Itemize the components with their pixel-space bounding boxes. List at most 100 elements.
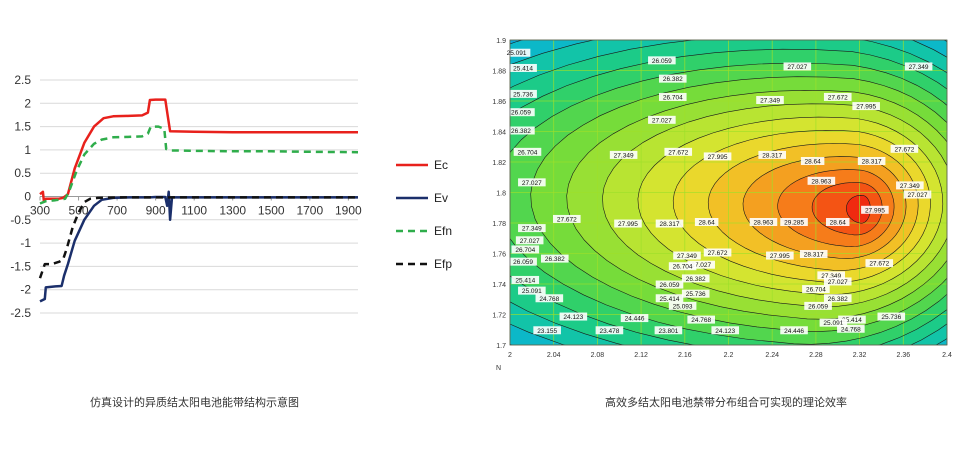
contour-axes: 1.9 1.88 1.86 1.84 1.82 1.8 1.78 1.76 1.74 1.72 1.… bbox=[492, 38, 952, 372]
contour-label-bg bbox=[807, 176, 836, 185]
x-tick-label: 2.12 bbox=[634, 352, 648, 359]
contour-value-label: 26.704 bbox=[511, 245, 540, 254]
contour-label-text: 28.64 bbox=[804, 159, 821, 166]
x-tick-label: 2.04 bbox=[547, 352, 561, 359]
contour-label-bg bbox=[664, 147, 693, 156]
right-figure-caption: 高效多结太阳电池禁带分布组合可实现的理论效率 bbox=[605, 397, 847, 409]
contour-label-text: 27.672 bbox=[869, 261, 889, 268]
contour-label-text: 26.704 bbox=[515, 247, 535, 254]
contour-line bbox=[602, 103, 947, 308]
contour-value-label: 25.091 bbox=[502, 48, 531, 57]
contour-label-text: 25.091 bbox=[522, 288, 542, 295]
chart-legend: Ec Ev Efn Efp bbox=[396, 158, 452, 271]
y-tick-label: 2 bbox=[24, 96, 31, 110]
contour-label-text: 23.801 bbox=[658, 328, 678, 335]
x-tick-label: 1500 bbox=[258, 204, 285, 218]
series-lines bbox=[38, 98, 359, 303]
contour-label-bg bbox=[896, 181, 924, 190]
contour-value-label: 24.446 bbox=[780, 326, 808, 335]
contour-label-text: 25.736 bbox=[513, 91, 533, 98]
contour-label-text: 27.995 bbox=[618, 221, 638, 228]
contour-label-text: 27.027 bbox=[908, 192, 928, 199]
contour-label-bg bbox=[749, 218, 778, 226]
contour-label-bg bbox=[823, 294, 852, 303]
contour-value-label: 26.382 bbox=[823, 294, 852, 303]
contour-label-bg bbox=[515, 236, 544, 245]
contour-line bbox=[846, 194, 871, 224]
contour-label-bg bbox=[658, 74, 687, 83]
contour-value-label: 28.64 bbox=[694, 218, 719, 227]
contour-label-bg bbox=[823, 277, 852, 286]
contour-value-label: 25.414 bbox=[838, 315, 866, 324]
y-tick-label: 1.88 bbox=[492, 69, 506, 76]
contour-label-bg bbox=[852, 102, 880, 111]
contour-label-text: 24.123 bbox=[563, 314, 583, 321]
contour-label-bg bbox=[648, 115, 676, 124]
contour-label-text: 26.059 bbox=[652, 58, 672, 65]
contour-value-label: 27.995 bbox=[614, 219, 642, 228]
contour-label-text: 24.446 bbox=[784, 328, 804, 335]
contour-label-text: 28.64 bbox=[699, 220, 716, 227]
contour-label-text: 26.059 bbox=[660, 282, 680, 289]
contour-value-label: 26.704 bbox=[513, 147, 542, 156]
contour-label-bg bbox=[518, 286, 546, 295]
y-tick-label: 0 bbox=[24, 190, 31, 204]
contour-line bbox=[637, 116, 944, 296]
contour-label-bg bbox=[509, 257, 537, 266]
contour-label-text: 27.027 bbox=[691, 262, 711, 269]
contour-value-label: 25.091 bbox=[819, 318, 848, 327]
contour-label-text: 25.414 bbox=[842, 317, 862, 324]
contour-label-text: 26.704 bbox=[518, 149, 538, 156]
contour-label-bg bbox=[903, 190, 932, 199]
contour-line bbox=[510, 62, 947, 345]
contour-label-text: 27.349 bbox=[900, 183, 920, 190]
contour-value-label: 27.349 bbox=[518, 224, 546, 233]
y-tick-label: -2.5 bbox=[10, 306, 31, 320]
contour-label-bg bbox=[540, 254, 569, 263]
band-structure-chart: 2.521.510.50-0.5-1-1.5-2-2.5 300 500 700 90… bbox=[10, 73, 452, 320]
contour-label-text: 28.963 bbox=[754, 220, 774, 227]
contour-value-label: 26.059 bbox=[507, 108, 535, 117]
contour-label-bg bbox=[502, 48, 531, 57]
x-tick-label: 1100 bbox=[181, 204, 207, 218]
y-tick-label: 1 bbox=[24, 143, 31, 157]
contour-label-text: 26.704 bbox=[806, 287, 826, 294]
contour-label-text: 27.027 bbox=[828, 279, 848, 286]
contour-label-bg bbox=[694, 218, 719, 226]
contour-value-label: 23.801 bbox=[654, 326, 683, 335]
contour-label-text: 28.317 bbox=[862, 159, 882, 166]
contour-value-label: 27.349 bbox=[904, 62, 933, 71]
contour-label-bg bbox=[904, 62, 933, 71]
y-tick-label: 1.72 bbox=[492, 313, 506, 320]
contour-value-label: 25.414 bbox=[511, 275, 540, 284]
contour-value-label: 27.349 bbox=[896, 181, 924, 190]
x-tick-label: 2.28 bbox=[809, 352, 823, 359]
contour-value-label: 25.736 bbox=[681, 289, 710, 298]
contour-label-bg bbox=[783, 62, 812, 71]
contour-value-label: 26.704 bbox=[668, 262, 697, 271]
contour-label-bg bbox=[837, 324, 865, 333]
y-tick-label: 1.9 bbox=[496, 38, 506, 45]
contour-label-text: 26.059 bbox=[808, 303, 828, 310]
y-tick-label: 1.74 bbox=[492, 282, 506, 289]
contour-value-label: 28.317 bbox=[799, 250, 828, 259]
contour-label-text: 26.059 bbox=[511, 110, 531, 117]
contour-label-bg bbox=[799, 250, 828, 259]
contour-value-label: 24.123 bbox=[711, 326, 740, 335]
x-tick-label: 300 bbox=[30, 204, 50, 218]
contour-label-text: 27.672 bbox=[557, 216, 577, 223]
contour-value-label: 26.382 bbox=[681, 274, 710, 283]
contour-value-label: 27.027 bbox=[687, 260, 715, 269]
y-tick-label: -2 bbox=[20, 283, 31, 297]
contour-label-bg bbox=[780, 326, 808, 335]
contour-label-text: 25.736 bbox=[881, 314, 901, 321]
contour-label-bg bbox=[817, 271, 845, 280]
contour-label-bg bbox=[758, 150, 786, 159]
x-tick-label: 2.2 bbox=[724, 352, 734, 359]
contour-value-label: 26.382 bbox=[658, 74, 687, 83]
contour-label-text: 27.995 bbox=[856, 104, 876, 111]
contour-label-text: 26.382 bbox=[511, 128, 531, 135]
contour-label-bg bbox=[511, 245, 540, 254]
contour-value-label: 26.382 bbox=[540, 254, 569, 263]
plot-frame bbox=[509, 39, 948, 346]
